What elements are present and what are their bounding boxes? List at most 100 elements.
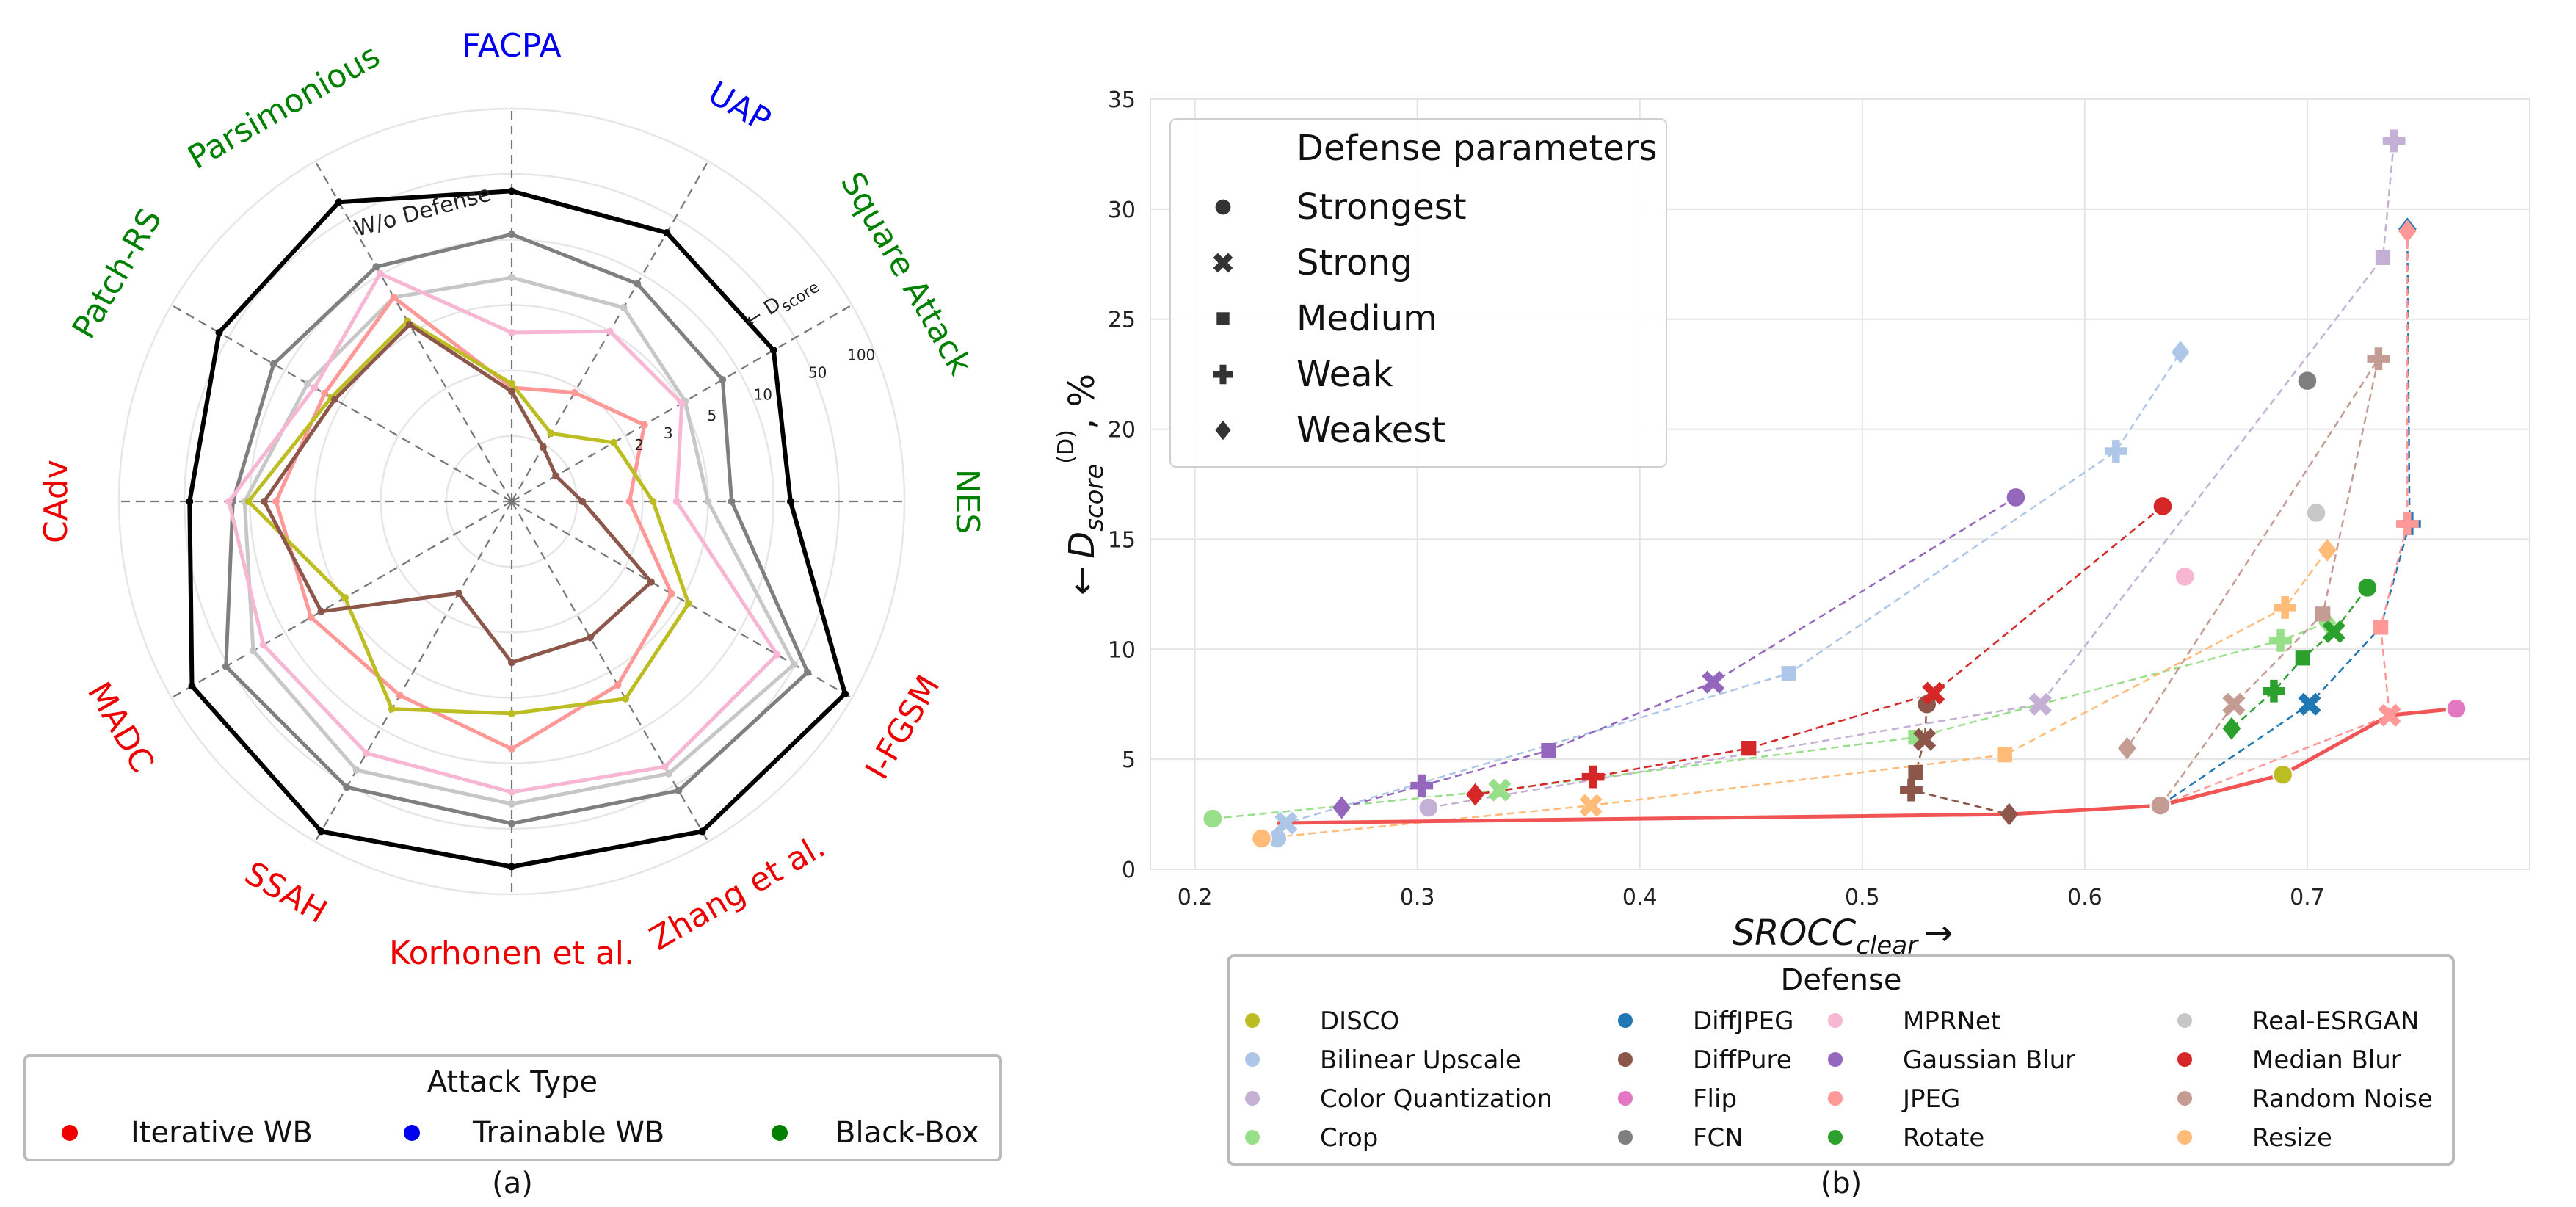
legend-label-weakest: Weakest	[1296, 410, 1445, 451]
defense-legend-title: Defense	[1781, 963, 1902, 997]
point-rotate	[2263, 679, 2285, 703]
defense-legend-marker-mprnet	[1828, 1013, 1843, 1028]
point-color-quantization	[2382, 129, 2406, 153]
radar-axis-label-i-fgsm: I-FGSM	[858, 669, 947, 786]
x-tick-label: 0.3	[1400, 885, 1435, 910]
radar-ring-labels: 2 3 5 10 50 100	[634, 347, 875, 454]
legend-label-trainable-wb: Trainable WB	[472, 1116, 664, 1150]
defense-parameters-legend-frame	[1169, 118, 1667, 468]
point-resize	[1997, 747, 2012, 763]
point-median-blur	[1466, 783, 1484, 806]
radar-point-jpeg	[272, 498, 280, 505]
radar-point-w-o-defense	[508, 863, 515, 871]
radar-point-mprnet	[508, 328, 515, 336]
radar-spoke	[171, 501, 512, 699]
radar-point-diffpure	[405, 321, 413, 329]
defense-legend-label-bilinear-upscale: Bilinear Upscale	[1320, 1045, 1521, 1075]
radar-axis-label-korhonen-et-al: Korhonen et al.	[389, 935, 634, 972]
radar-ring-label: 2	[634, 436, 644, 454]
radar-point-diffpure	[331, 395, 339, 403]
point-gaussian-blur	[1541, 743, 1556, 758]
radar-point-w-o-defense	[188, 682, 196, 690]
point-bilinear-upscale	[2104, 440, 2127, 463]
radar-point-fcn	[508, 231, 515, 239]
radar-point-jpeg	[321, 389, 329, 397]
radar-spoke	[511, 501, 709, 842]
point-bilinear-upscale	[1274, 811, 1298, 835]
radar-point-real-esrgan	[790, 661, 798, 669]
x-tick-label: 0.5	[1845, 885, 1880, 910]
radar-point-mprnet	[661, 763, 669, 771]
radar-spoke	[314, 501, 512, 842]
radar-point-w-o-defense	[841, 690, 849, 698]
legend-marker-iterative-wb	[62, 1125, 78, 1141]
legend-label-black-box: Black-Box	[835, 1116, 979, 1150]
point-jpeg	[2398, 220, 2417, 243]
radar-point-mprnet	[773, 650, 781, 659]
point-diffpure	[1908, 764, 1923, 780]
radar-point-disco	[341, 594, 349, 602]
point-gaussian-blur	[2005, 487, 2027, 508]
point-bilinear-upscale	[1781, 666, 1796, 681]
point-random-noise	[2315, 606, 2331, 622]
radar-axis-label-ssah: SSAH	[239, 855, 333, 931]
point-median-blur	[1581, 765, 1605, 789]
point-diffpure	[2000, 802, 2019, 826]
defense-parameters-legend: Defense parameters Strongest Strong Medium…	[1169, 118, 1667, 468]
defense-legend-marker-disco	[1245, 1013, 1260, 1028]
legend-marker-plus	[1213, 364, 1233, 385]
radar-point-disco	[388, 705, 396, 713]
radar-series-real-esrgan	[242, 275, 797, 806]
radar-series-fcn	[224, 232, 810, 826]
defense-legend-label-random-noise: Random Noise	[2252, 1084, 2433, 1114]
radar-point-w-o-defense	[769, 347, 777, 355]
radar-point-diffpure	[508, 659, 515, 667]
y-tick-label: 10	[1108, 637, 1136, 663]
radar-point-diffpure	[647, 578, 655, 586]
radar-point-mprnet	[508, 788, 515, 796]
point-fcn	[2296, 370, 2318, 391]
x-axis-label: SROCCclear →	[1733, 913, 1953, 960]
legend-marker-black-box	[772, 1125, 788, 1141]
radar-point-diffpure	[508, 388, 515, 396]
radar-ring-label: 3	[664, 424, 673, 442]
defense-legend-marker-jpeg	[1828, 1091, 1843, 1106]
radar-point-diffpure	[552, 472, 560, 480]
x-tick-label: 0.2	[1178, 885, 1213, 910]
defense-legend-label-color-quantization: Color Quantization	[1320, 1084, 1553, 1114]
defense-legend-label-rotate: Rotate	[1903, 1123, 1984, 1153]
radar-series-disco	[247, 319, 691, 716]
radar-point-w-o-defense	[215, 328, 223, 336]
legend-marker-square	[1216, 312, 1230, 325]
y-axis-label: ←Dscore(D), %	[1053, 374, 1109, 595]
radar-point-disco	[609, 438, 617, 446]
panel-b-caption: (b)	[1821, 1167, 1862, 1200]
point-resize	[2318, 539, 2337, 562]
attack-type-legend-title: Attack Type	[427, 1065, 598, 1099]
defense-legend-label-median-blur: Median Blur	[2252, 1045, 2401, 1075]
defense-legend-marker-fcn	[1618, 1130, 1633, 1145]
radar-point-w-o-defense	[698, 827, 706, 836]
radar-axis-label-patch-rs: Patch-RS	[65, 203, 170, 346]
radar-point-diffpure	[317, 607, 325, 615]
radar-axis-label-cadv: CAdv	[37, 460, 75, 543]
y-tick-labels: 0 5 10 15 20 25 30 35	[1108, 87, 1136, 883]
radar-ring-label: 100	[847, 347, 875, 364]
y-tick-label: 35	[1108, 87, 1136, 113]
radar-point-w-o-defense	[317, 827, 325, 836]
radar-point-disco	[649, 498, 657, 505]
point-random-noise	[2149, 794, 2172, 816]
radar-ring	[380, 369, 644, 634]
radar-point-real-esrgan	[665, 769, 672, 778]
radar-point-mprnet	[363, 749, 371, 757]
radar-spoke	[314, 161, 512, 502]
legend-marker-diamond	[1215, 420, 1231, 441]
point-diffpure	[1900, 778, 1923, 802]
point-gaussian-blur	[1332, 796, 1351, 819]
radar-point-real-esrgan	[352, 766, 360, 775]
radar-point-real-esrgan	[704, 498, 712, 505]
panel-a-caption: (a)	[492, 1167, 533, 1200]
legend-marker-circle	[1213, 197, 1233, 217]
point-random-noise	[2222, 692, 2246, 716]
radar-point-jpeg	[570, 388, 578, 396]
